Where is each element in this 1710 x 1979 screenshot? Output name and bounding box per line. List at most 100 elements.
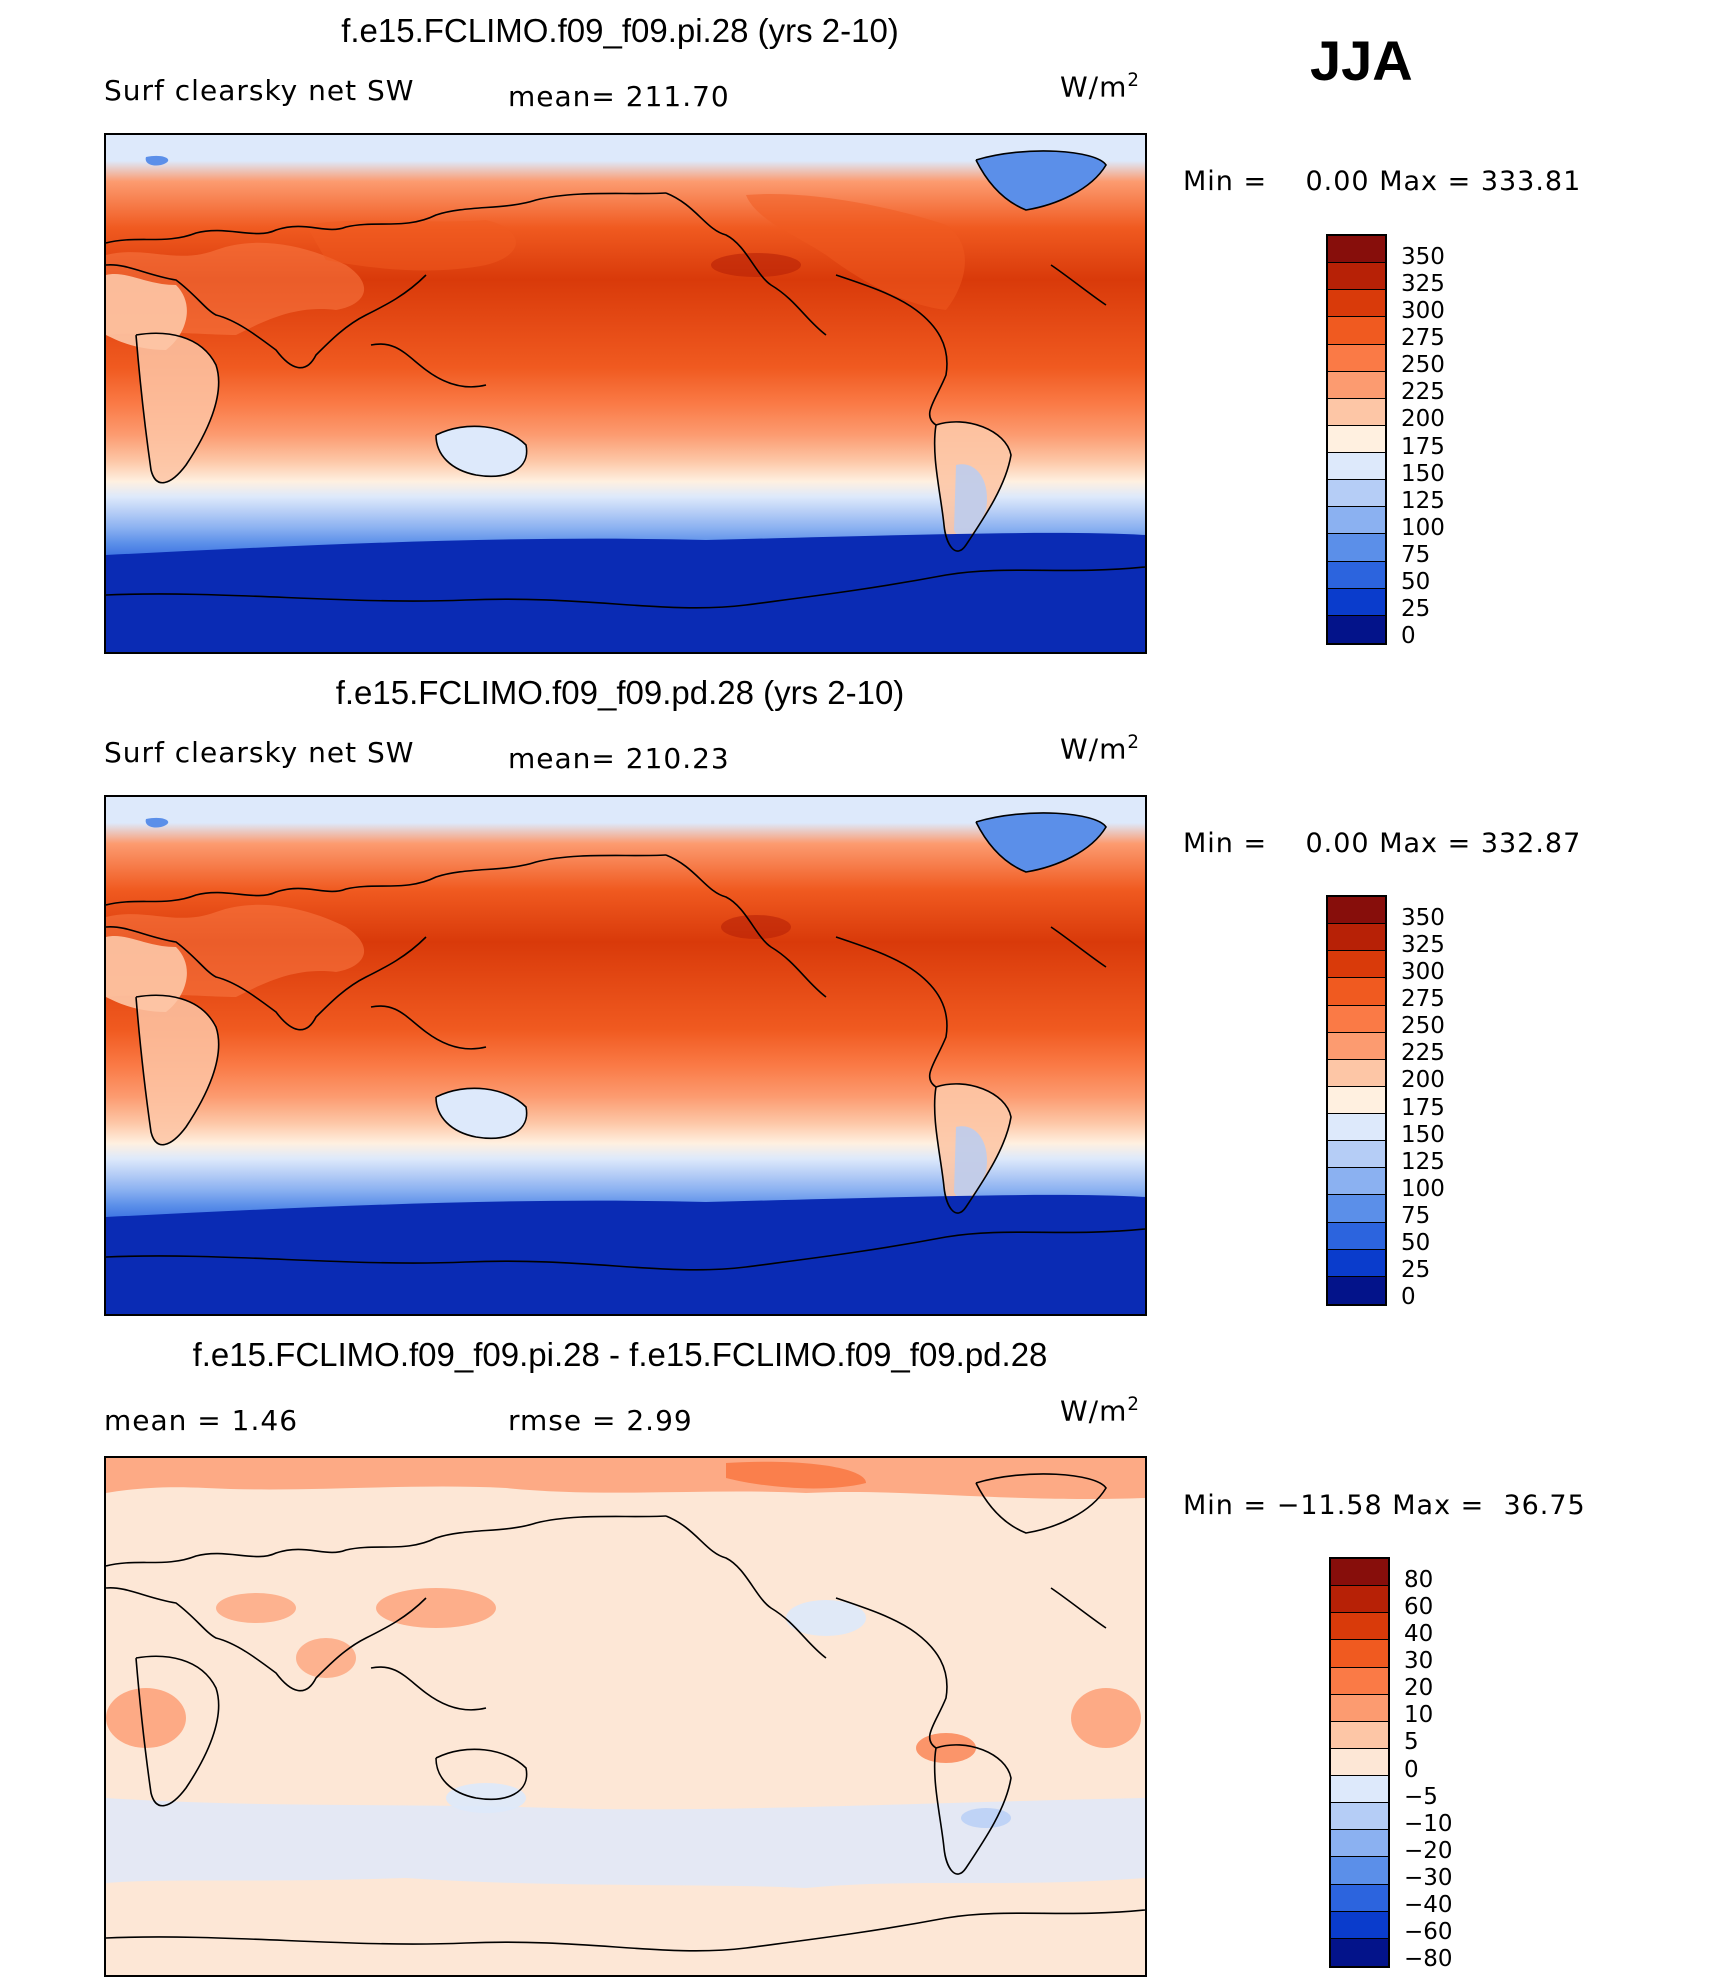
panel2-colorbar-tick-label: 50 xyxy=(1401,1230,1431,1257)
panel3-colorbar-tick-label: −20 xyxy=(1404,1837,1453,1864)
panel1-variable: Surf clearsky net SW xyxy=(104,74,415,107)
panel3-colorbar-swatch xyxy=(1331,1830,1388,1858)
panel2-colorbar-tick-label: 225 xyxy=(1401,1040,1445,1067)
panel2-colorbar-tick-label: 275 xyxy=(1401,985,1445,1012)
panel1-minmax: Min = 0.00 Max = 333.81 xyxy=(1183,166,1582,197)
panel1-colorbar-swatch xyxy=(1328,615,1385,643)
panel2-colorbar-tick-label: 350 xyxy=(1401,904,1445,931)
panel2-units: W/m2 xyxy=(1060,732,1140,766)
panel3-colorbar-swatch xyxy=(1331,1613,1388,1641)
panel1-colorbar-swatch xyxy=(1328,317,1385,345)
panel1-colorbar-labels: 350 325 300 275 250 225 200 175 150 125 100 75 50 25 0 xyxy=(1401,234,1501,650)
panel3-colorbar-tick-label: −10 xyxy=(1404,1810,1453,1837)
panel2-colorbar-tick-label: 175 xyxy=(1401,1094,1445,1121)
panel2-colorbar-swatch xyxy=(1328,897,1385,925)
panel3-colorbar-swatch xyxy=(1331,1776,1388,1804)
panel3-colorbar-tick-label: 80 xyxy=(1404,1566,1434,1593)
panel1-colorbar-swatch xyxy=(1328,398,1385,426)
panel3-colorbar-tick-label: −60 xyxy=(1404,1919,1453,1946)
panel2-colorbar-tick-label: 250 xyxy=(1401,1013,1445,1040)
panel1-colorbar-swatch xyxy=(1328,425,1385,453)
panel3-title: f.e15.FCLIMO.f09_f09.pi.28 - f.e15.FCLIM… xyxy=(192,1336,1048,1373)
panel1-units: W/m2 xyxy=(1060,70,1140,104)
panel1-colorbar-tick-label: 300 xyxy=(1401,297,1445,324)
panel1-mean: mean= 211.70 xyxy=(508,80,730,113)
panel3-anomalies xyxy=(106,1458,1145,1888)
panel1-landmasses xyxy=(106,150,1145,652)
panel3-colorbar-tick-label: −80 xyxy=(1404,1946,1453,1973)
panel2-colorbar-swatch xyxy=(1328,1141,1385,1169)
panel2-title: f.e15.FCLIMO.f09_f09.pd.28 (yrs 2-10) xyxy=(335,674,905,711)
panel3-units: W/m2 xyxy=(1060,1394,1140,1428)
panel1-colorbar-swatch xyxy=(1328,507,1385,535)
panel1-coastlines xyxy=(106,150,1145,609)
panel3-colorbar xyxy=(1329,1557,1390,1968)
panel1-colorbar-swatch xyxy=(1328,453,1385,481)
panel1-colorbar-swatch xyxy=(1328,290,1385,318)
panel3-colorbar-swatch xyxy=(1331,1938,1388,1966)
panel2-colorbar-tick-label: 300 xyxy=(1401,958,1445,985)
panel3-colorbar-swatch xyxy=(1331,1667,1388,1695)
panel2-colorbar-swatch xyxy=(1328,1168,1385,1196)
panel3-coastlines xyxy=(106,1473,1145,1952)
panel2-colorbar-swatch xyxy=(1328,1195,1385,1223)
panel1-colorbar-swatch xyxy=(1328,344,1385,372)
panel2-colorbar xyxy=(1326,895,1387,1306)
panel1-colorbar-swatch xyxy=(1328,480,1385,508)
panel2-colorbar-swatch xyxy=(1328,1114,1385,1142)
panel1-colorbar-swatch xyxy=(1328,561,1385,589)
panel2-minmax: Min = 0.00 Max = 332.87 xyxy=(1183,828,1582,859)
panel2-colorbar-tick-label: 75 xyxy=(1401,1203,1431,1230)
panel2-colorbar-tick-label: 150 xyxy=(1401,1121,1445,1148)
panel1-colorbar-tick-label: 250 xyxy=(1401,352,1445,379)
panel1-colorbar-tick-label: 150 xyxy=(1401,460,1445,487)
panel2-mean: mean= 210.23 xyxy=(508,742,730,775)
panel1-colorbar-swatch xyxy=(1328,371,1385,399)
season-label: JJA xyxy=(1310,29,1413,92)
panel1-colorbar-tick-label: 75 xyxy=(1401,542,1431,569)
panel3-colorbar-labels: 80 60 40 30 20 10 5 0 −5 −10 −20 −30 −40 −60 −80 xyxy=(1404,1557,1504,1973)
panel2-colorbar-swatch xyxy=(1328,1059,1385,1087)
panel2-map xyxy=(104,795,1147,1316)
panel1-colorbar-tick-label: 325 xyxy=(1401,270,1445,297)
panel2-colorbar-swatch xyxy=(1328,951,1385,979)
panel1-colorbar-tick-label: 175 xyxy=(1401,433,1445,460)
panel1-title: f.e15.FCLIMO.f09_f09.pi.28 (yrs 2-10) xyxy=(341,12,899,49)
panel1-colorbar-swatch xyxy=(1328,236,1385,264)
panel1-colorbar-tick-label: 100 xyxy=(1401,514,1445,541)
panel3-colorbar-tick-label: −30 xyxy=(1404,1865,1453,1892)
panel3-colorbar-tick-label: −40 xyxy=(1404,1892,1453,1919)
panel2-colorbar-labels: 350 325 300 275 250 225 200 175 150 125 100 75 50 25 0 xyxy=(1401,895,1501,1309)
panel1-colorbar-tick-label: 275 xyxy=(1401,324,1445,351)
panel2-field xyxy=(106,797,1145,1314)
panel3-field xyxy=(106,1458,1145,1975)
panel2-colorbar-swatch xyxy=(1328,1249,1385,1277)
panel3-colorbar-tick-label: 5 xyxy=(1404,1729,1419,1756)
panel2-landmasses xyxy=(106,812,1145,1314)
panel2-coastlines xyxy=(106,812,1145,1271)
panel2-colorbar-tick-label: 125 xyxy=(1401,1148,1445,1175)
panel3-colorbar-tick-label: 10 xyxy=(1404,1702,1434,1729)
panel3-rmse: rmse = 2.99 xyxy=(508,1404,693,1437)
panel3-colorbar-swatch xyxy=(1331,1884,1388,1912)
panel3-colorbar-swatch xyxy=(1331,1857,1388,1885)
panel3-colorbar-swatch xyxy=(1331,1559,1388,1587)
panel3-colorbar-tick-label: 40 xyxy=(1404,1620,1434,1647)
panel3-colorbar-tick-label: 20 xyxy=(1404,1675,1434,1702)
panel1-colorbar-swatch xyxy=(1328,588,1385,616)
panel3-colorbar-swatch xyxy=(1331,1640,1388,1668)
panel3-colorbar-swatch xyxy=(1331,1586,1388,1614)
panel3-colorbar-swatch xyxy=(1331,1911,1388,1939)
panel2-colorbar-swatch xyxy=(1328,978,1385,1006)
panel1-colorbar-tick-label: 50 xyxy=(1401,569,1431,596)
panel2-colorbar-swatch xyxy=(1328,1276,1385,1304)
panel1-field xyxy=(106,135,1145,652)
panel2-colorbar-swatch xyxy=(1328,1032,1385,1060)
panel1-colorbar-swatch xyxy=(1328,263,1385,291)
panel3-colorbar-tick-label: 30 xyxy=(1404,1647,1434,1674)
panel1-colorbar-tick-label: 0 xyxy=(1401,623,1416,650)
panel3-colorbar-swatch xyxy=(1331,1721,1388,1749)
panel2-colorbar-swatch xyxy=(1328,924,1385,952)
panel3-minmax: Min = −11.58 Max = 36.75 xyxy=(1183,1490,1586,1521)
panel2-colorbar-tick-label: 200 xyxy=(1401,1067,1445,1094)
